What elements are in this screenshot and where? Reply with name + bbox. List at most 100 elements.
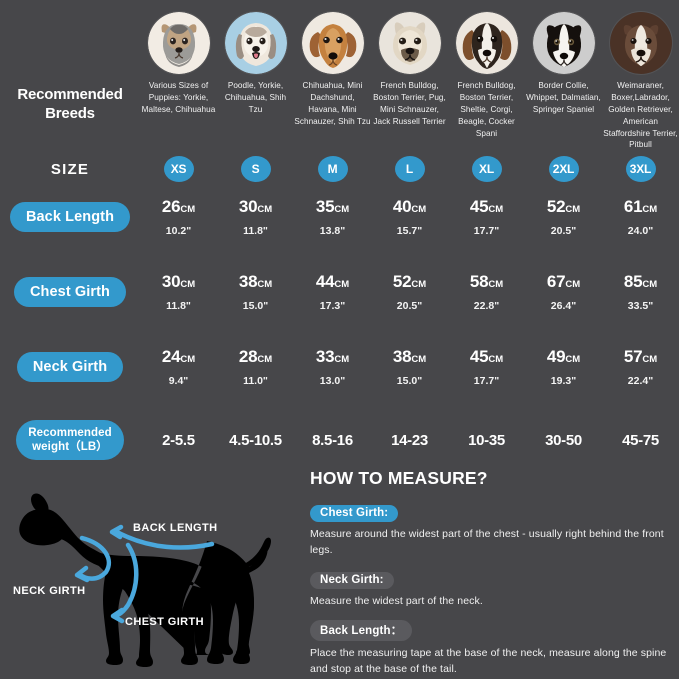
neck-girth-label-wrap: Neck Girth — [0, 352, 140, 382]
size-badge-xs[interactable]: XS — [163, 156, 194, 182]
dog-measurement-diagram: BACK LENGTH NECK GIRTH CHEST GIRTH — [0, 468, 300, 679]
value-cm: 85 — [623, 272, 643, 291]
neck-girth-row: Neck Girth 24CM 9.4" 28CM 11.0" 33CM 13.… — [0, 336, 679, 398]
breed-names: Weimaraner, Boxer,Labrador, Golden Retri… — [603, 81, 678, 150]
breed-cell: Weimaraner, Boxer,Labrador, Golden Retri… — [602, 0, 679, 151]
value-cm: 38 — [238, 272, 258, 291]
unit-cm: CM — [334, 354, 350, 365]
back-length-tag: Back Length： — [310, 620, 413, 642]
breed-names: Border Collie, Whippet, Dalmatian, Sprin… — [526, 81, 601, 114]
unit-cm: CM — [488, 204, 504, 215]
measure-cell: 44CM 17.3" — [294, 272, 371, 312]
measure-cell: 52CM 20.5" — [525, 197, 602, 237]
chest-girth-tag: Chest Girth: — [310, 505, 399, 522]
unit-cm: CM — [411, 204, 427, 215]
measure-cell: 24CM 9.4" — [140, 347, 217, 387]
chest-girth-values: 30CM 11.8" 38CM 15.0" 44CM 17.3" 52CM 20… — [140, 272, 679, 312]
unit-cm: CM — [180, 279, 196, 290]
unit-cm: CM — [565, 279, 581, 290]
measure-cell: 52CM 20.5" — [371, 272, 448, 312]
value-cm: 52 — [392, 272, 412, 291]
size-badge-xl[interactable]: XL — [471, 156, 502, 182]
back-length-diagram-label: BACK LENGTH — [133, 522, 217, 534]
back-length-instructions: Place the measuring tape at the base of … — [310, 647, 667, 675]
breed-cell: French Bulldog, Boston Terrier, Pug, Min… — [371, 0, 448, 151]
breed-names: Chihuahua, Mini Dachshund, Havana, Mini … — [294, 81, 371, 126]
weight-label-line2: weight（LB） — [32, 441, 108, 453]
value-inch: 26.4" — [550, 300, 577, 312]
value-inch: 11.8" — [243, 225, 268, 237]
value-cm: 30 — [161, 272, 181, 291]
measure-cell: 26CM 10.2" — [140, 197, 217, 237]
size-badge-s[interactable]: S — [240, 156, 271, 182]
value-inch: 15.0" — [396, 375, 423, 387]
breeds-columns: Various Sizes of Puppies: Yorkie, Maltes… — [140, 0, 679, 151]
dog-bordercollie-avatar — [532, 12, 595, 74]
chest-girth-arrow — [110, 607, 125, 624]
chest-girth-label-wrap: Chest Girth — [0, 277, 140, 307]
value-inch: 33.5" — [627, 300, 654, 312]
dog-silhouette-icon — [19, 493, 272, 667]
value-inch: 22.8" — [473, 300, 500, 312]
unit-cm: CM — [488, 279, 504, 290]
value-cm: 30 — [238, 197, 258, 216]
size-badge-l[interactable]: L — [394, 156, 425, 182]
value-cm: 26 — [161, 197, 181, 216]
unit-cm: CM — [180, 204, 196, 215]
unit-cm: CM — [257, 279, 273, 290]
unit-cm: CM — [257, 204, 273, 215]
back-length-arc — [112, 528, 215, 550]
breed-names: Various Sizes of Puppies: Yorkie, Maltes… — [141, 81, 216, 114]
value-inch: 13.0" — [319, 375, 346, 387]
value-cm: 44 — [315, 272, 335, 291]
weight-cell: 2-5.5 — [162, 431, 195, 449]
value-inch: 24.0" — [627, 225, 654, 237]
measure-cell: 49CM 19.3" — [525, 347, 602, 387]
how-to-measure-section: HOW TO MEASURE? Chest Girth: Measure aro… — [310, 468, 679, 679]
value-cm: 61 — [623, 197, 643, 216]
size-badge-m[interactable]: M — [317, 156, 348, 182]
neck-girth-label: Neck Girth — [16, 352, 124, 382]
measure-cell: 38CM 15.0" — [217, 272, 294, 312]
neck-girth-tag: Neck Girth: — [310, 571, 394, 589]
size-badge-3xl[interactable]: 3XL — [625, 156, 656, 182]
value-cm: 38 — [392, 347, 412, 366]
unit-cm: CM — [565, 354, 581, 365]
dog-yorkie-avatar — [147, 12, 210, 74]
recommended-weight-values: 2-5.5 4.5-10.5 8.5-16 14-23 10-35 30-50 … — [140, 432, 679, 449]
unit-cm: CM — [411, 279, 427, 290]
value-inch: 9.4" — [168, 375, 189, 387]
how-to-block-back-length: Back Length： Place the measuring tape at… — [310, 620, 679, 678]
value-inch: 11.8" — [166, 300, 191, 312]
neck-girth-instructions: Measure the widest part of the neck. — [310, 594, 483, 607]
breed-cell: Border Collie, Whippet, Dalmatian, Sprin… — [525, 0, 602, 151]
measure-cell: 38CM 15.0" — [371, 347, 448, 387]
size-badge-cell: S — [217, 156, 294, 182]
value-cm: 35 — [315, 197, 335, 216]
measure-cell: 57CM 22.4" — [602, 347, 679, 387]
breed-cell: Chihuahua, Mini Dachshund, Havana, Mini … — [294, 0, 371, 151]
back-length-values: 26CM 10.2" 30CM 11.8" 35CM 13.8" 40CM 15… — [140, 197, 679, 237]
unit-cm: CM — [334, 204, 350, 215]
how-to-block-chest-girth: Chest Girth: Measure around the widest p… — [310, 503, 679, 559]
unit-cm: CM — [642, 354, 658, 365]
weight-cell: 45-75 — [622, 431, 659, 449]
size-row: SIZE XS S M L XL 2XL 3XL — [0, 152, 679, 186]
dog-frenchbulldog-avatar — [378, 12, 441, 74]
how-to-block-neck-girth: Neck Girth: Measure the widest part of t… — [310, 570, 679, 610]
value-cm: 45 — [469, 197, 489, 216]
value-cm: 57 — [623, 347, 643, 366]
size-row-label: SIZE — [50, 160, 90, 178]
chest-girth-instructions: Measure around the widest part of the ch… — [310, 528, 664, 556]
value-cm: 67 — [546, 272, 566, 291]
size-badge-cell: XS — [140, 156, 217, 182]
value-inch: 17.7" — [473, 375, 500, 387]
size-badge-2xl[interactable]: 2XL — [548, 156, 579, 182]
value-inch: 22.4" — [627, 375, 654, 387]
measure-cell: 45CM 17.7" — [448, 197, 525, 237]
value-inch: 20.5" — [550, 225, 577, 237]
measure-cell: 40CM 15.7" — [371, 197, 448, 237]
unit-cm: CM — [642, 204, 658, 215]
unit-cm: CM — [257, 354, 273, 365]
